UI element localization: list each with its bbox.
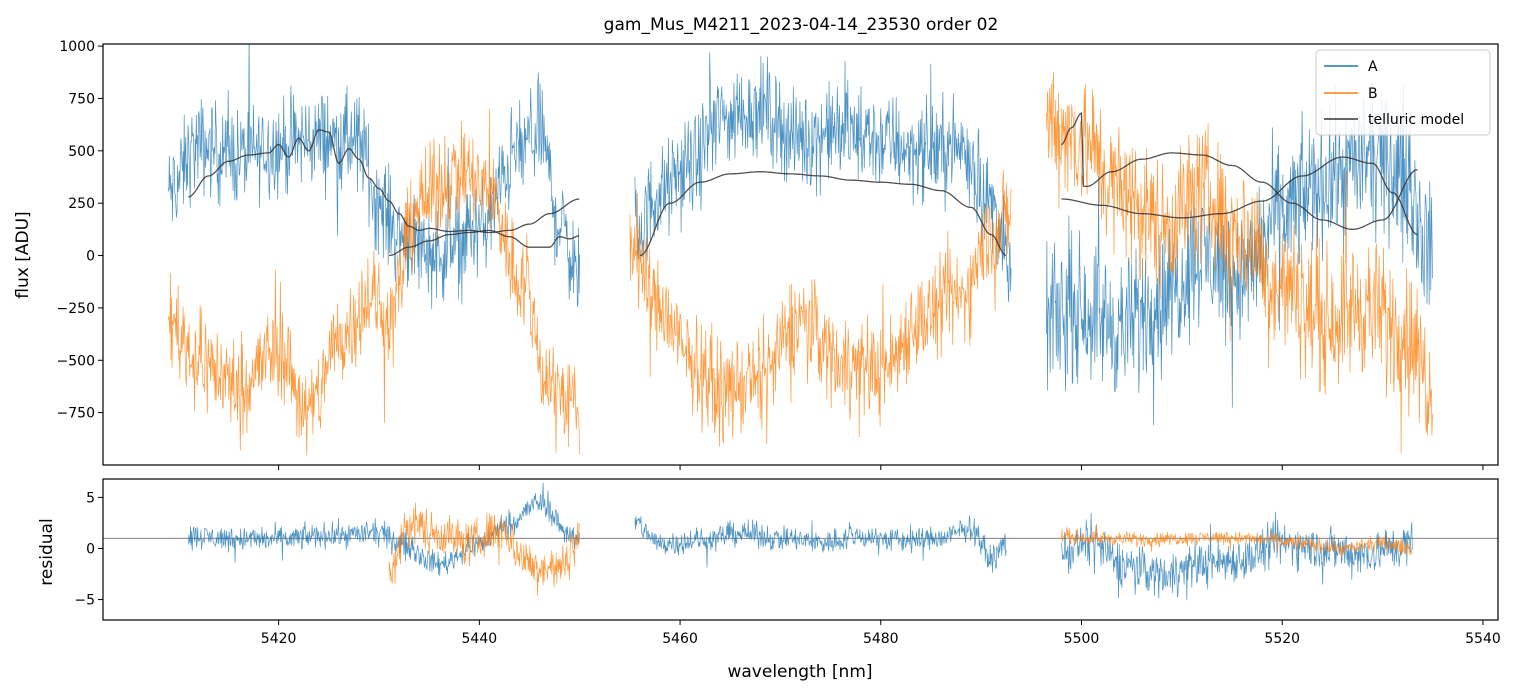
bottom-axes-frame [102, 478, 1499, 621]
y-tick-label: 1000 [59, 39, 95, 55]
top-y-axis-label: flux [ADU] [13, 211, 33, 298]
bottom-x-ticks: 5420 5440 5460 5480 5500 5520 5540 [261, 620, 1501, 647]
top-axes: −750 −500 −250 0 250 500 750 1000 flux [ADU] A … [13, 39, 1499, 470]
legend: A B telluric model [1315, 49, 1491, 136]
x-tick-label: 5420 [261, 631, 297, 647]
bottom-y-ticks: −5 0 5 [74, 490, 103, 609]
x-tick-label: 5440 [462, 631, 498, 647]
series-a-segment-0 [187, 482, 580, 577]
y-tick-label: −250 [57, 301, 95, 317]
bottom-axes: −5 0 5 5420 5440 5460 5480 5500 5520 5540 residu… [37, 478, 1501, 682]
x-axis-label: wavelength [nm] [727, 662, 872, 682]
legend-label-b: B [1368, 86, 1378, 102]
series-b-segment-0 [388, 502, 580, 596]
bottom-series-group [103, 482, 1498, 601]
y-tick-label: −750 [57, 406, 95, 422]
y-tick-label: 0 [86, 541, 95, 557]
series-b-segment-1 [629, 169, 1012, 447]
series-a-segment-2 [1061, 511, 1413, 601]
series-telluric-model-segment-0 [188, 129, 580, 234]
series-telluric-model-segment-1 [389, 229, 580, 257]
series-b-segment-0 [167, 108, 580, 456]
top-series-group [167, 44, 1433, 456]
y-tick-label: 5 [86, 490, 95, 506]
top-axes-frame [102, 43, 1499, 466]
series-a-segment-0 [167, 44, 580, 310]
y-tick-label: 250 [68, 196, 95, 212]
top-x-ticks [278, 465, 1484, 470]
top-y-ticks: −750 −500 −250 0 250 500 750 1000 [57, 39, 103, 422]
x-tick-label: 5520 [1264, 631, 1300, 647]
y-tick-label: 500 [68, 144, 95, 160]
y-tick-label: −5 [74, 593, 95, 609]
series-telluric-model-segment-4 [1061, 156, 1418, 236]
legend-box [1315, 49, 1491, 136]
legend-label-telluric: telluric model [1368, 112, 1464, 128]
y-tick-label: −500 [57, 353, 95, 369]
x-tick-label: 5540 [1465, 631, 1501, 647]
y-tick-label: 750 [68, 91, 95, 107]
series-b-segment-1 [1061, 523, 1413, 557]
y-tick-label: 0 [86, 249, 95, 265]
bottom-y-axis-label: residual [37, 518, 57, 585]
series-telluric-model-segment-2 [639, 171, 1007, 257]
x-tick-label: 5500 [1064, 631, 1100, 647]
series-telluric-model-segment-3 [1061, 112, 1418, 231]
chart-title: gam_Mus_M4211_2023-04-14_23530 order 02 [604, 15, 999, 35]
series-a-segment-1 [634, 52, 1012, 303]
x-tick-label: 5480 [863, 631, 899, 647]
series-a-segment-1 [634, 515, 1007, 573]
series-b-segment-2 [1046, 71, 1433, 454]
x-tick-label: 5460 [662, 631, 698, 647]
legend-label-a: A [1368, 59, 1378, 75]
series-a-segment-2 [1046, 81, 1433, 426]
